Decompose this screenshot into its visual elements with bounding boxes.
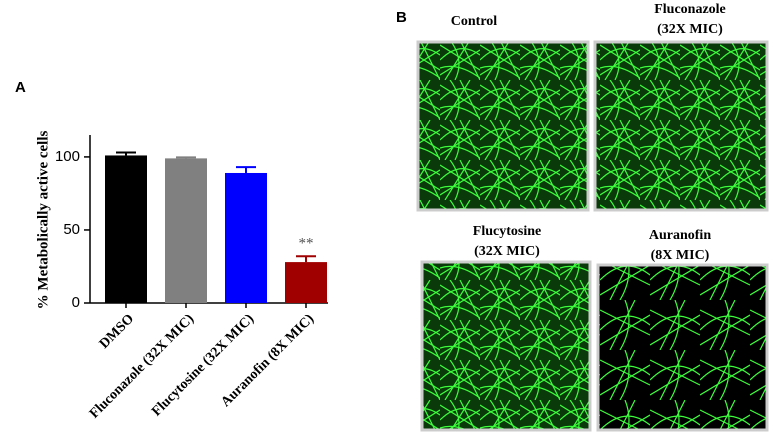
image-label: Auranofin xyxy=(649,228,711,243)
bar xyxy=(105,155,147,303)
image-label: (32X MIC) xyxy=(657,22,723,37)
micrograph xyxy=(596,263,769,432)
micrograph xyxy=(593,40,769,212)
bar xyxy=(225,172,267,303)
image-label: (8X MIC) xyxy=(651,248,710,263)
panel-letter: A xyxy=(15,79,26,96)
y-axis-label: % Metabolically active cells xyxy=(35,130,51,309)
x-tick-label: DMSO xyxy=(97,311,137,351)
image-label: Flucytosine xyxy=(473,224,541,239)
x-tick-label: Fluconazole (32X MIC) xyxy=(87,311,197,421)
micrograph xyxy=(420,260,592,432)
image-label: Fluconazole xyxy=(654,2,726,17)
bar xyxy=(165,158,207,303)
image-label: Control xyxy=(451,14,498,29)
image-label: (32X MIC) xyxy=(474,244,540,259)
x-tick-label: Flucytosine (32X MIC) xyxy=(149,311,257,419)
annotation: ** xyxy=(299,236,314,252)
y-tick-label: 0 xyxy=(72,294,80,311)
y-tick-label: 50 xyxy=(63,221,80,238)
bar xyxy=(285,262,327,303)
y-tick-label: 100 xyxy=(55,148,80,165)
micrograph xyxy=(416,40,590,212)
panel-letter: B xyxy=(396,9,407,26)
